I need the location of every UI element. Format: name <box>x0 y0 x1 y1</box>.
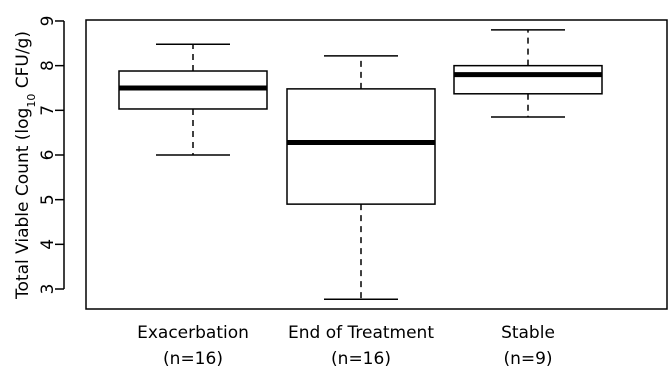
y-axis-label: Total Viable Count (log10 CFU/g) <box>13 31 38 300</box>
plot-frame <box>85 19 668 310</box>
category-label: Stable <box>501 323 555 343</box>
iqr-box <box>286 88 436 205</box>
category-n-label: (n=16) <box>331 349 391 369</box>
category-label: End of Treatment <box>288 323 434 343</box>
y-tick-label: 8 <box>38 60 58 71</box>
y-tick-label: 9 <box>38 16 58 27</box>
y-axis: 3 4 5 6 7 8 9 <box>38 16 65 295</box>
y-axis-label-unit: CFU/g) <box>13 31 33 94</box>
y-axis-label-main: Total Viable Count (log <box>13 108 33 300</box>
y-tick-label: 3 <box>38 284 58 295</box>
y-tick-label: 4 <box>38 239 58 250</box>
y-tick-label: 5 <box>38 194 58 205</box>
y-axis-label-subscript: 10 <box>25 94 38 108</box>
box-group-3 <box>453 29 603 118</box>
y-tick-label: 7 <box>38 105 58 116</box>
box-group-1 <box>118 43 268 156</box>
x-axis-labels: Exacerbation (n=16) End of Treatment (n=16)… <box>137 323 555 369</box>
category-label: Exacerbation <box>137 323 249 343</box>
category-n-label: (n=16) <box>163 349 223 369</box>
y-tick-label: 6 <box>38 150 58 161</box>
iqr-box <box>453 64 603 95</box>
category-n-label: (n=9) <box>503 349 552 369</box>
box-group-2 <box>286 55 436 301</box>
boxes <box>118 29 603 301</box>
